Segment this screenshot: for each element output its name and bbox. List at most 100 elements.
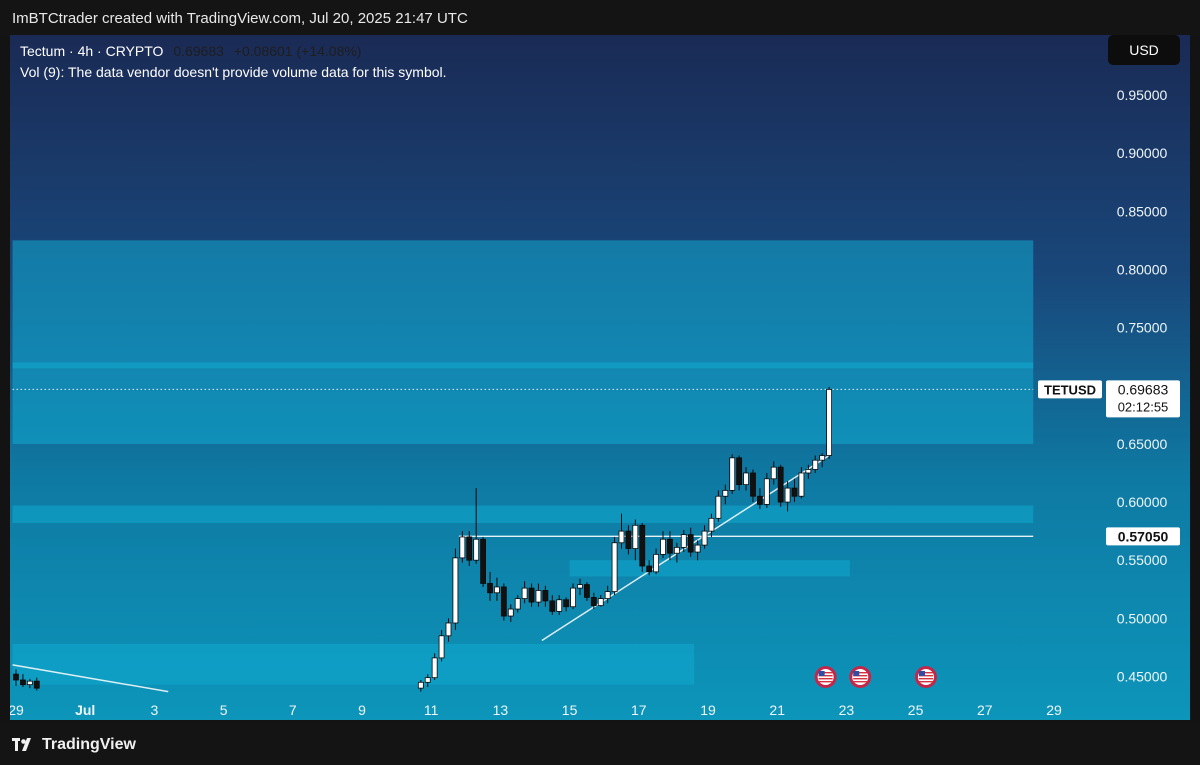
- candle-body: [26, 680, 33, 686]
- symbol-title: Tectum · 4h · CRYPTO: [20, 43, 164, 59]
- footer-brand: TradingView: [42, 736, 136, 753]
- us-flag-icon-stripe: [853, 675, 868, 677]
- candle-body: [500, 586, 507, 617]
- volume-note: Vol (9): The data vendor doesn't provide…: [20, 64, 447, 80]
- candle: [750, 469, 756, 503]
- candle-body: [667, 538, 673, 554]
- trendline: [12, 664, 169, 693]
- candle: [639, 522, 646, 572]
- y-tick-label: 0.90000: [1117, 145, 1168, 161]
- candle: [459, 531, 466, 563]
- candle-body: [417, 681, 424, 689]
- us-flag-icon-canton: [918, 671, 925, 676]
- last-price: 0.69683: [173, 43, 224, 59]
- candle-body: [632, 524, 639, 549]
- publisher-credit: ImBTCtrader created with TradingView.com…: [12, 10, 468, 27]
- us-flag-icon-stripe: [918, 678, 933, 680]
- y-tick-label: 0.75000: [1117, 320, 1168, 336]
- tradingview-logo[interactable]: TradingView: [12, 736, 136, 754]
- ticker-badge: TETUSD: [1038, 380, 1102, 399]
- candle-body: [563, 599, 570, 608]
- candle: [528, 583, 535, 607]
- candle: [646, 560, 653, 576]
- level-badge-bg: [1106, 527, 1180, 546]
- candle: [694, 540, 701, 561]
- candle-body: [556, 599, 563, 612]
- y-tick-label: 0.65000: [1117, 436, 1168, 452]
- symbol-legend[interactable]: Tectum · 4h · CRYPTO 0.69683 +0.08601 (+…: [20, 43, 361, 59]
- chart-frame[interactable]: 0.95000 0.90000 0.85000 0.80000 0.75000 0.650…: [8, 35, 1190, 720]
- candle: [826, 386, 832, 460]
- candle-body: [750, 472, 756, 497]
- us-flag-icon-stripe: [918, 681, 933, 683]
- candle: [805, 464, 812, 479]
- candle-body: [660, 538, 666, 555]
- candle-body: [480, 538, 487, 584]
- candle: [660, 531, 666, 558]
- candle: [590, 592, 597, 610]
- candle: [431, 653, 438, 680]
- price-zone: [12, 240, 1034, 444]
- candle-body: [653, 553, 659, 573]
- candle: [33, 677, 40, 691]
- candle: [604, 585, 611, 604]
- candle: [473, 488, 480, 564]
- x-tick-label: 29: [1046, 702, 1062, 718]
- candle-body: [604, 591, 611, 599]
- candle-body: [424, 677, 431, 683]
- candle-body: [639, 524, 646, 567]
- candle: [812, 455, 819, 473]
- candle: [708, 513, 715, 537]
- candle: [729, 454, 736, 494]
- candle: [701, 525, 708, 549]
- candle-body: [494, 586, 500, 594]
- candle: [715, 490, 722, 522]
- x-tick-label: 25: [908, 702, 924, 718]
- candle-body: [577, 584, 583, 589]
- candle-body: [549, 600, 556, 612]
- price-badge-countdown: 02:12:55: [1118, 399, 1169, 414]
- candle: [743, 467, 749, 491]
- y-tick-label: 0.60000: [1117, 494, 1168, 510]
- us-flag-icon-stripe: [818, 675, 833, 677]
- price-chart[interactable]: 0.95000 0.90000 0.85000 0.80000 0.75000 0.650…: [8, 35, 1190, 720]
- candle: [417, 679, 424, 692]
- us-flag-icon-stripe: [853, 672, 868, 674]
- candle-body: [701, 530, 708, 546]
- candle: [736, 455, 743, 491]
- currency-button[interactable]: USD: [1108, 35, 1180, 65]
- x-tick-label: 3: [151, 702, 159, 718]
- candle-body: [452, 557, 459, 624]
- y-tick-label: 0.80000: [1117, 261, 1168, 277]
- level-badge: 0.57050: [1106, 527, 1180, 546]
- us-flag-icon[interactable]: [914, 666, 937, 688]
- candle: [563, 597, 570, 612]
- candle-body: [625, 530, 632, 549]
- x-tick-label: 21: [769, 702, 785, 718]
- us-flag-icon[interactable]: [814, 666, 837, 688]
- candle: [438, 629, 445, 662]
- candle: [667, 531, 673, 561]
- candle-body: [584, 584, 590, 598]
- candle: [507, 604, 514, 622]
- candle-body: [763, 478, 770, 505]
- price-badge-value: 0.69683: [1118, 381, 1169, 397]
- candle-body: [770, 466, 777, 480]
- x-tick-label: 15: [562, 702, 578, 718]
- x-tick-label: 29: [10, 702, 24, 718]
- footer: TradingView: [0, 722, 1200, 765]
- candle-body: [597, 598, 604, 606]
- us-flag-icon[interactable]: [849, 666, 872, 688]
- candle-body: [722, 490, 729, 497]
- price-badge-bg: [1106, 380, 1180, 418]
- candle: [722, 484, 729, 505]
- candle-body: [673, 547, 680, 554]
- candle-body: [438, 635, 445, 659]
- level-badge-value: 0.57050: [1118, 528, 1169, 544]
- us-flag-icon-stripe: [818, 678, 833, 680]
- candle: [577, 578, 583, 596]
- candle-body: [715, 495, 722, 519]
- candle: [549, 595, 556, 615]
- candle: [673, 542, 680, 563]
- candle: [26, 678, 33, 689]
